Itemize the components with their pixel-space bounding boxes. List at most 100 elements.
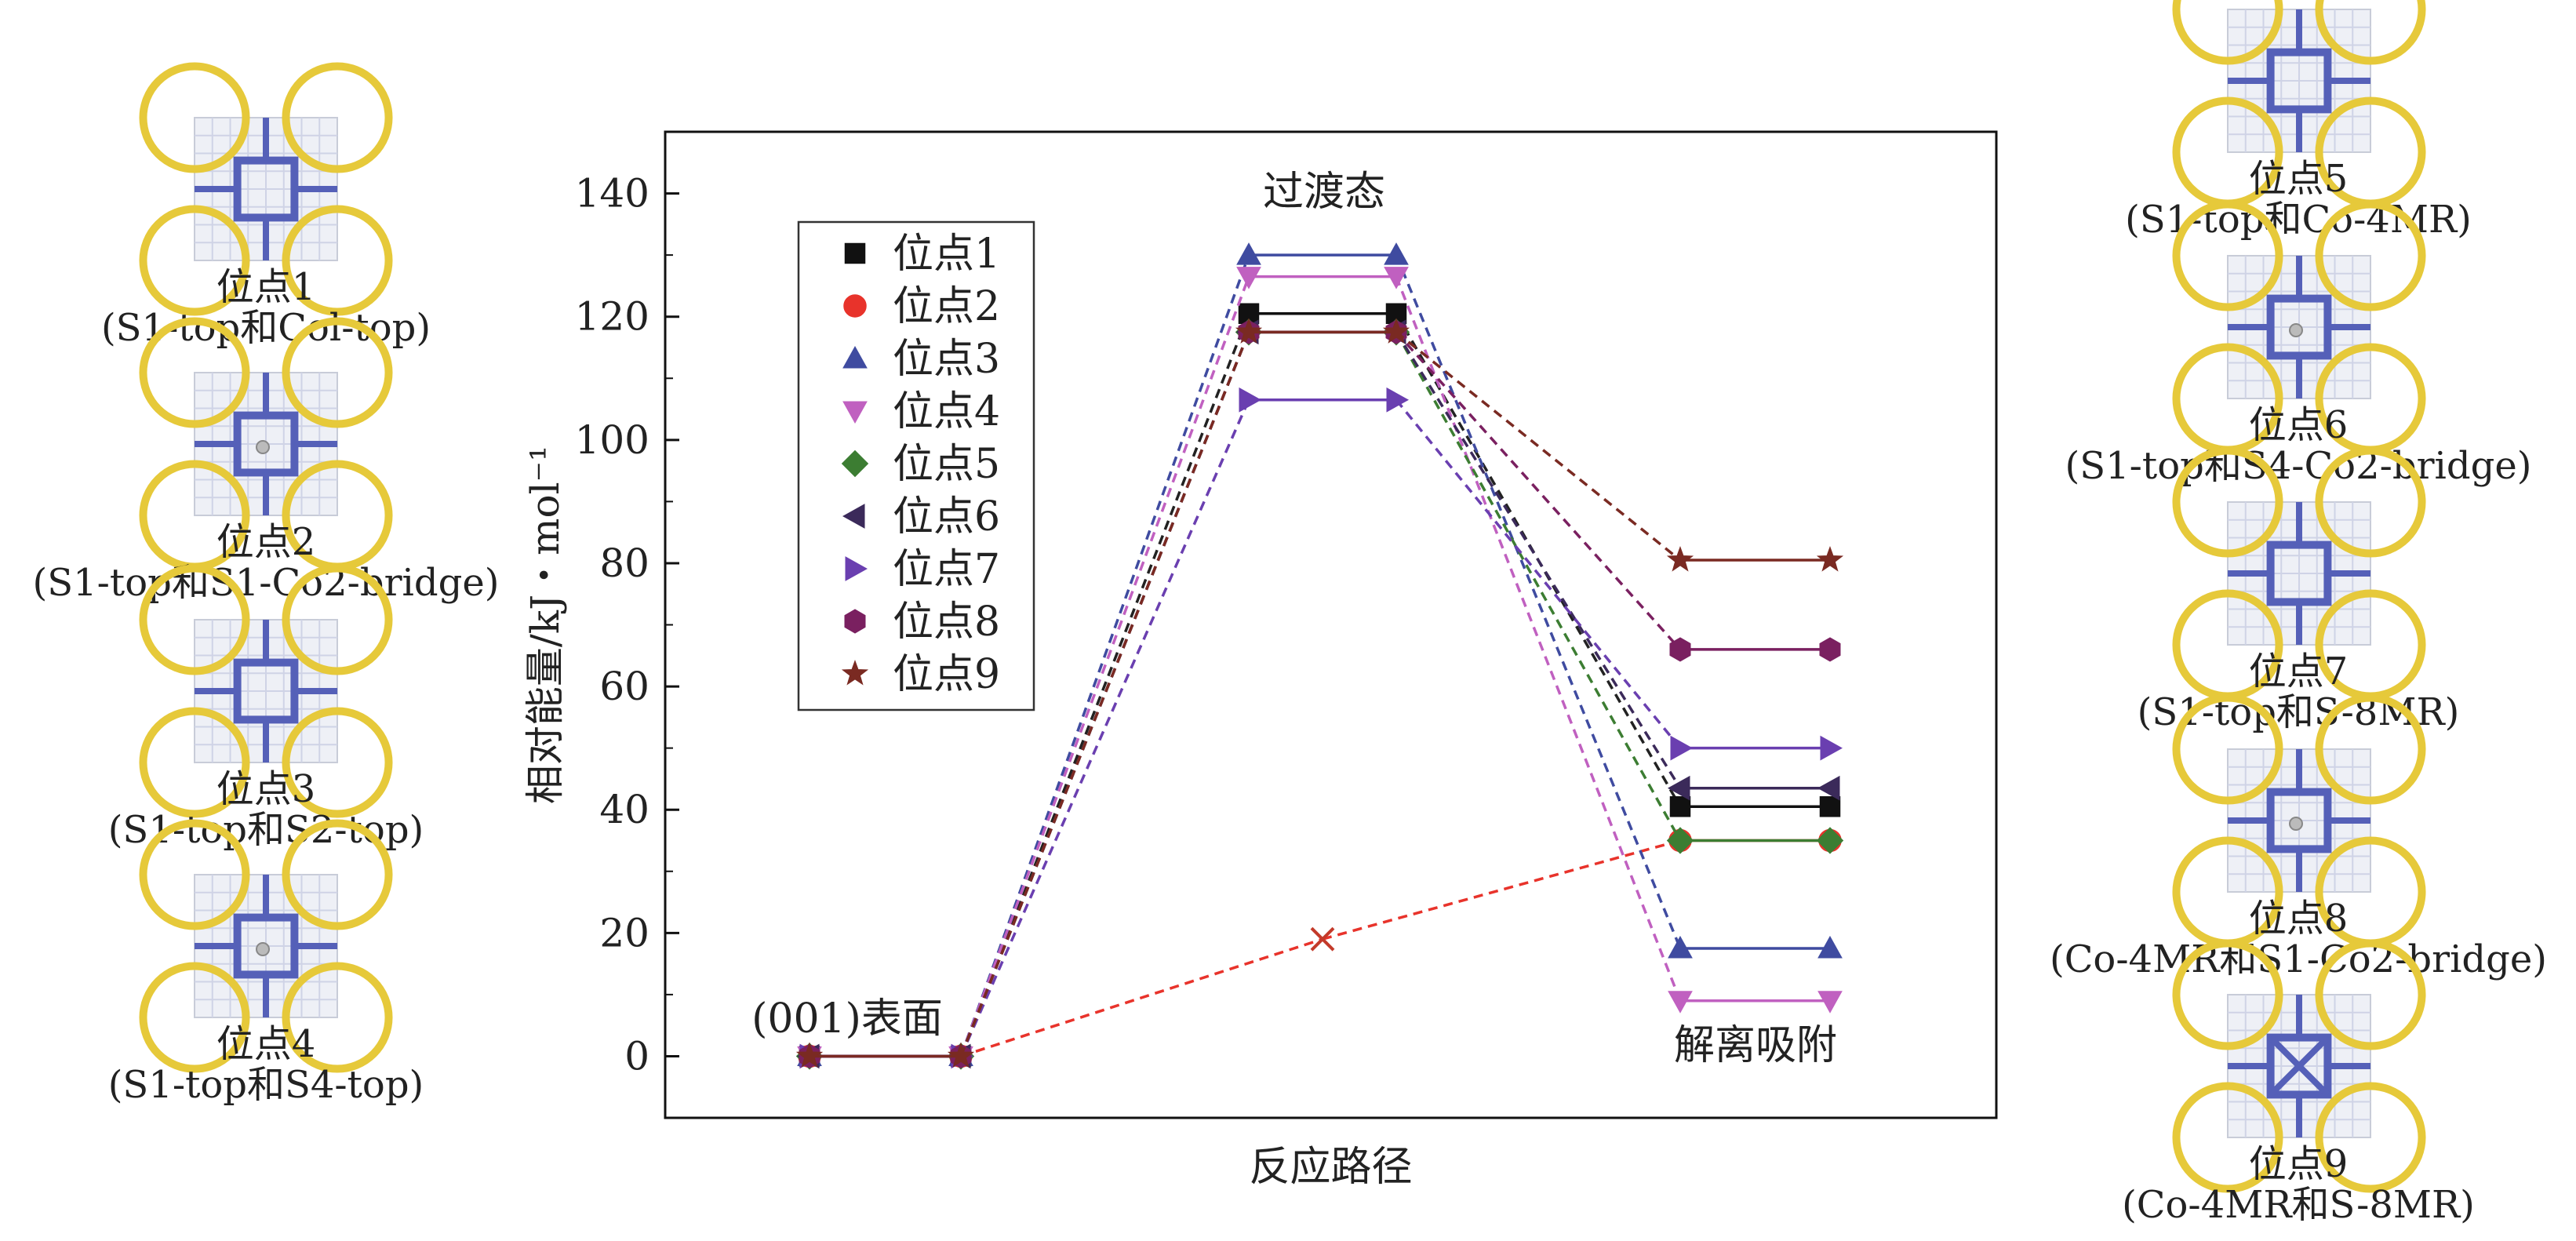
connector-line <box>1395 331 1682 842</box>
point-marker <box>1666 827 1694 854</box>
structure-thumbnail <box>139 564 393 818</box>
legend-marker <box>844 609 866 634</box>
point-marker <box>1239 387 1262 413</box>
connector-line <box>959 331 1250 1057</box>
site-name-label: 位点5 <box>2249 157 2349 201</box>
legend-marker <box>842 504 865 529</box>
point-marker <box>1667 775 1690 801</box>
point-marker <box>1816 827 1844 854</box>
y-tick-label: 80 <box>599 540 649 586</box>
point-marker <box>1666 546 1694 572</box>
point-marker <box>1384 267 1409 289</box>
x-axis-label: 反应路径 <box>1249 1144 1412 1191</box>
site-name-label: 位点1 <box>216 265 316 309</box>
site-name-label: 位点4 <box>216 1022 316 1066</box>
legend-box <box>797 220 1035 711</box>
point-marker <box>1670 735 1694 761</box>
connector-line <box>959 276 1250 1057</box>
point-marker <box>1310 926 1335 952</box>
point-marker <box>1668 991 1693 1014</box>
legend-label: 位点7 <box>893 546 1000 593</box>
y-tick-label: 0 <box>624 1033 649 1079</box>
point-marker <box>947 1042 975 1068</box>
point-marker <box>1238 303 1260 325</box>
point-marker <box>1817 775 1840 801</box>
legend-marker <box>842 345 868 369</box>
legend-marker <box>841 449 869 478</box>
point-marker <box>1382 318 1410 344</box>
structure-thumbnail <box>2172 200 2426 454</box>
site-name-label: 位点7 <box>2249 650 2349 693</box>
site-name-label: 位点9 <box>2249 1142 2349 1186</box>
y-tick-label: 140 <box>575 171 649 217</box>
legend-marker <box>843 294 867 318</box>
series-9 <box>795 318 1844 1068</box>
legend-label: 位点2 <box>893 283 1000 330</box>
legend-label: 位点4 <box>893 388 1000 435</box>
point-marker <box>1386 387 1410 413</box>
legend-label: 位点5 <box>893 441 1000 488</box>
legend: 位点1 位点2 位点3 位点4 位点5 位点6 位点7 位点8 位点9 <box>797 220 1035 711</box>
site-name-label: 位点8 <box>2249 897 2349 941</box>
point-marker <box>1669 796 1691 817</box>
y-tick-label: 40 <box>599 787 649 832</box>
structure-thumbnail <box>2172 446 2426 701</box>
connector-line <box>1395 399 1682 749</box>
point-marker <box>1817 991 1843 1014</box>
site-panel-left-4: 位点4(S1-top和S4-top) <box>108 819 424 1107</box>
legend-marker <box>841 660 869 686</box>
y-tick-label: 120 <box>575 294 649 340</box>
point-marker <box>1819 637 1841 662</box>
site-panel-left-2: 位点2(S1-top和S1-Co2-bridge) <box>33 317 499 605</box>
connector-line <box>1395 331 1682 651</box>
site-panel-left-3: 位点3(S1-top和S2-top) <box>108 564 424 852</box>
connector-line <box>1395 331 1682 789</box>
site-desc-label: (S1-top和S4-top) <box>108 1063 424 1107</box>
site-desc-label: (Co-4MR和S-8MR) <box>2122 1183 2475 1227</box>
site-panel-left-1: 位点1(S1-top和Col-top) <box>101 62 431 350</box>
point-marker <box>1816 546 1844 572</box>
point-marker <box>1668 935 1693 959</box>
site-panel-right-6: 位点6(S1-top和S4-Co2-bridge) <box>2065 200 2532 488</box>
y-tick-label: 100 <box>575 417 649 463</box>
structure-thumbnail <box>2172 0 2426 208</box>
connector-line <box>1395 330 1682 562</box>
legend-label: 位点9 <box>893 651 1000 698</box>
site-thumbnails: 位点1(S1-top和Col-top)位点2(S1-top和S1-Co2-bri… <box>33 0 2547 1227</box>
site-desc-label: (S1-top和S4-Co2-bridge) <box>2065 444 2532 488</box>
site-panel-right-7: 位点7(S1-top和S-8MR) <box>2138 446 2459 734</box>
connector-line <box>960 937 1323 1058</box>
plot-area <box>795 242 1844 1070</box>
structure-thumbnail <box>2172 939 2426 1193</box>
legend-label: 位点8 <box>893 599 1000 646</box>
stage-label: 解离吸附 <box>1674 1022 1837 1069</box>
site-desc-label: (Co-4MR和S1-Co2-bridge) <box>2050 937 2547 981</box>
site-panel-right-9: 位点9(Co-4MR和S-8MR) <box>2122 939 2475 1227</box>
legend-marker <box>842 401 868 424</box>
connector-line <box>1322 839 1681 941</box>
stage-label: (001)表面 <box>751 995 943 1043</box>
legend-label: 位点3 <box>893 336 1000 383</box>
structure-thumbnail <box>139 317 393 571</box>
site-name-label: 位点3 <box>216 767 316 811</box>
point-marker <box>1384 242 1409 265</box>
y-tick-label: 20 <box>599 910 649 955</box>
point-marker <box>1236 267 1261 289</box>
site-name-label: 位点6 <box>2249 403 2349 447</box>
point-marker <box>1817 935 1843 959</box>
legend-label: 位点6 <box>893 493 1000 540</box>
site-panel-right-5: 位点5(S1-top和Co-4MR) <box>2125 0 2472 242</box>
structure-thumbnail <box>139 819 393 1073</box>
point-marker <box>1236 242 1261 265</box>
legend-marker <box>845 556 868 581</box>
site-name-label: 位点2 <box>216 520 316 564</box>
connector-line <box>1395 275 1682 1002</box>
point-marker <box>1820 735 1843 761</box>
site-panel-right-8: 位点8(Co-4MR和S1-Co2-bridge) <box>2050 693 2547 981</box>
y-axis-label: 相对能量/kJ・mol⁻¹ <box>522 446 568 804</box>
point-marker <box>1819 796 1841 817</box>
structure-thumbnail <box>139 62 393 316</box>
stage-label: 过渡态 <box>1263 169 1385 216</box>
site-desc-label: (S1-top和S2-top) <box>108 808 424 852</box>
